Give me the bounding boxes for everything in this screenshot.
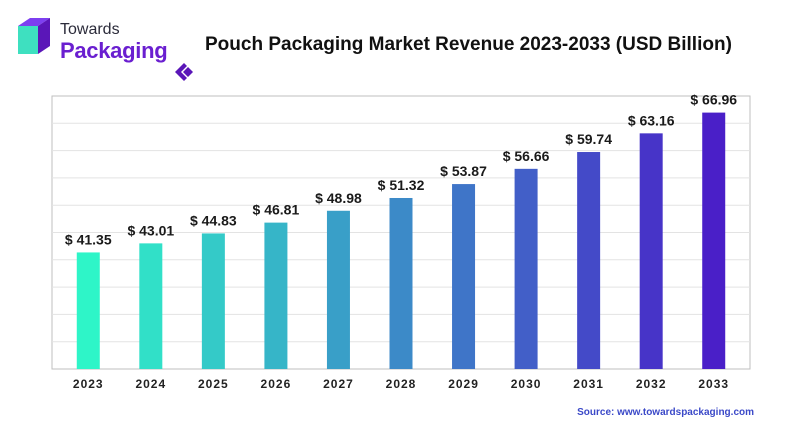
bar-2028	[389, 197, 413, 369]
bar-2024	[139, 243, 163, 369]
bar-2025	[201, 233, 225, 369]
x-tick-label: 2024	[135, 377, 166, 391]
x-tick-label: 2025	[198, 377, 229, 391]
bar-2026	[264, 222, 288, 369]
brand-name-top: Towards	[60, 21, 120, 38]
header-decoration	[175, 63, 784, 81]
bar-value-label: $ 53.87	[440, 163, 487, 179]
x-tick-label: 2028	[386, 377, 417, 391]
source-note: Source: www.towardspackaging.com	[577, 407, 754, 418]
bars	[76, 112, 726, 370]
x-tick-label: 2032	[636, 377, 667, 391]
bar-value-label: $ 43.01	[127, 222, 174, 238]
x-tick-label: 2031	[573, 377, 604, 391]
x-tick-labels: 2023 2024 2025 2026 2027 2028 2029 2030 2031 2032…	[73, 377, 729, 391]
bar-value-label: $ 63.16	[628, 112, 675, 128]
brand-logo: Towards Packaging	[14, 16, 168, 66]
bar-2023	[76, 252, 100, 369]
bar-value-label: $ 41.35	[65, 231, 112, 247]
bar-value-label: $ 56.66	[503, 148, 550, 164]
chart-title: Pouch Packaging Market Revenue 2023-2033…	[205, 34, 732, 55]
bar-2029	[452, 184, 476, 369]
bar-value-label: $ 48.98	[315, 190, 362, 206]
x-tick-label: 2027	[323, 377, 354, 391]
bar-value-label: $ 44.83	[190, 212, 237, 228]
bar-value-label: $ 46.81	[253, 202, 300, 218]
bar-value-labels: $ 41.35 $ 43.01 $ 44.83 $ 46.81 $ 48.98 $ 51.…	[65, 92, 737, 248]
x-tick-label: 2023	[73, 377, 104, 391]
bar-value-label: $ 51.32	[378, 177, 425, 193]
x-tick-label: 2029	[448, 377, 479, 391]
chevron-left-icon	[175, 63, 193, 81]
bar-2027	[326, 210, 350, 369]
x-tick-label: 2033	[698, 377, 729, 391]
bar-value-label: $ 59.74	[565, 131, 612, 147]
bar-2031	[577, 152, 601, 369]
logo-cube-icon	[18, 18, 50, 54]
bar-2030	[514, 168, 538, 369]
brand-name-bottom: Packaging	[60, 38, 168, 63]
x-tick-label: 2030	[511, 377, 542, 391]
bar-2032	[639, 133, 663, 369]
bar-2033	[702, 112, 726, 370]
x-tick-label: 2026	[261, 377, 292, 391]
bar-value-label: $ 66.96	[690, 92, 737, 108]
